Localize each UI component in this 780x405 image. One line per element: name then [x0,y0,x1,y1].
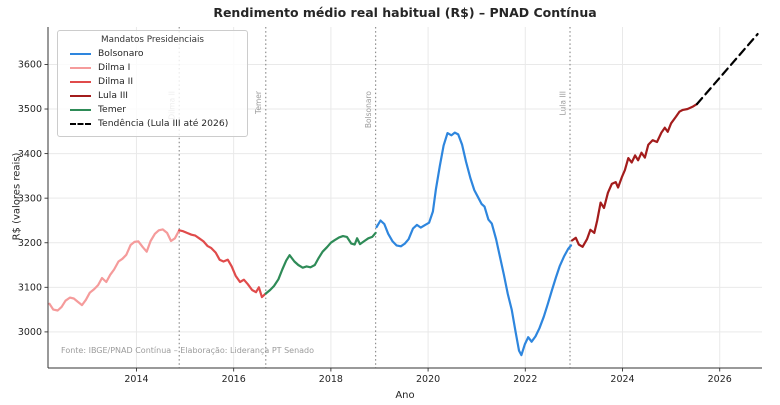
legend-item-bolsonaro: Bolsonaro [64,47,241,61]
legend-title: Mandatos Presidenciais [100,35,205,45]
legend-swatch-tend-ncia-lula-iii-at-2026 [70,123,91,125]
x-tick-label: 2018 [319,374,343,385]
series-path-tend-ncia-lula-iii-at-2026 [695,32,759,106]
y-tick-label: 3100 [18,283,42,294]
legend-label-dilma-ii: Dilma II [98,76,134,87]
y-tick-label: 3400 [18,149,42,160]
series-path-bolsonaro [375,131,573,357]
y-axis-label: R$ (valores reais) [11,152,23,241]
series-path-dilma-ii [178,229,267,299]
chart-title: Rendimento médio real habitual (R$) – PN… [213,5,597,20]
legend-item-tend-ncia-lula-iii-at-2026: Tendência (Lula III até 2026) [64,117,241,131]
legend-item-temer: Temer [64,103,241,117]
legend-swatch-dilma-ii [70,81,91,83]
legend-item-lula-iii: Lula III [64,89,241,103]
y-tick-label: 3000 [18,327,42,338]
legend: Mandatos Presidenciais Bolsonaro Dilma I D… [57,30,248,137]
legend-label-dilma-i: Dilma I [98,62,131,73]
x-tick-label: 2014 [124,374,148,385]
legend-label-bolsonaro: Bolsonaro [98,48,144,59]
legend-swatch-lula-iii [70,95,91,97]
mandate-label: Bolsonaro [364,91,373,129]
legend-item-dilma-ii: Dilma II [64,75,241,89]
legend-swatch-bolsonaro [70,53,91,55]
x-tick-label: 2024 [610,374,634,385]
legend-swatch-dilma-i [70,67,91,69]
mandate-label: Lula III [559,91,568,116]
legend-item-dilma-i: Dilma I [64,61,241,75]
x-tick-label: 2026 [708,374,732,385]
y-tick-label: 3600 [18,60,42,71]
x-axis-label: Ano [395,390,415,401]
legend-label-tend-ncia-lula-iii-at-2026: Tendência (Lula III até 2026) [98,118,229,129]
legend-items: Bolsonaro Dilma I Dilma II Lula III Temer Ten… [64,47,241,131]
series-path-dilma-i [48,228,181,312]
x-tick-label: 2022 [513,374,537,385]
series-path-lula-iii [570,102,699,248]
legend-label-lula-iii: Lula III [98,90,129,101]
x-tick-label: 2020 [416,374,440,385]
x-tick-label: 2016 [222,374,246,385]
mandate-label: Temer [254,90,263,115]
y-tick-label: 3300 [18,193,42,204]
series-path-temer [264,231,377,295]
y-tick-label: 3200 [18,238,42,249]
y-tick-label: 3500 [18,104,42,115]
source-note: Fonte: IBGE/PNAD Contínua – Elaboração: … [61,346,315,355]
legend-swatch-temer [70,109,91,111]
legend-label-temer: Temer [98,104,127,115]
